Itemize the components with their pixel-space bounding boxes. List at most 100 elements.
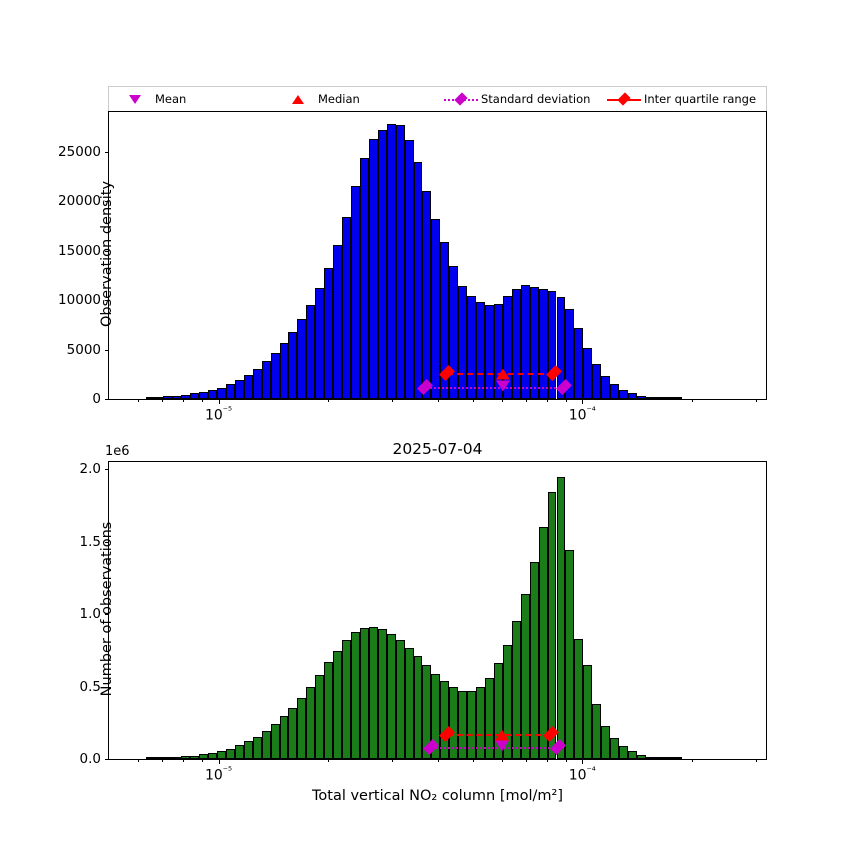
plot-area-bottom xyxy=(109,462,766,759)
histogram-bar xyxy=(395,640,405,759)
x-axis-major-tick xyxy=(218,759,220,764)
y-axis-tick xyxy=(104,686,109,688)
histogram-bar xyxy=(413,162,423,399)
histogram-bar xyxy=(413,655,423,759)
histogram-bar xyxy=(216,751,226,759)
histogram-bar xyxy=(297,318,307,399)
histogram-bar xyxy=(234,745,244,759)
histogram-bar xyxy=(386,123,396,399)
legend-label-inter-quartile-range: Inter quartile range xyxy=(643,92,757,106)
histogram-bar xyxy=(243,375,253,399)
y-axis-tick xyxy=(104,250,109,252)
histogram-bar xyxy=(252,369,262,399)
histogram-bar xyxy=(154,397,164,399)
histogram-bar xyxy=(493,304,503,399)
histogram-bar xyxy=(234,380,244,399)
histogram-bar xyxy=(279,342,289,399)
x-axis-minor-tick xyxy=(755,399,757,402)
plot-area-top xyxy=(109,112,766,399)
x-axis-tick-label: 10⁻⁴ xyxy=(568,406,596,424)
y-axis-tick-label: 5000 xyxy=(66,341,101,358)
standard-deviation-line xyxy=(425,386,564,389)
x-axis-minor-tick xyxy=(392,399,394,402)
histogram-bar xyxy=(368,138,378,399)
histogram-bar xyxy=(145,397,155,399)
histogram-bar xyxy=(476,302,485,399)
histogram-bar xyxy=(261,730,271,759)
histogram-bar xyxy=(359,627,369,759)
y-axis-tick xyxy=(104,614,109,616)
histogram-bar xyxy=(324,662,334,759)
histogram-bar xyxy=(181,394,191,399)
histogram-bar xyxy=(252,736,262,759)
triangle-up-marker-icon xyxy=(280,91,316,107)
histogram-bar xyxy=(529,561,539,759)
histogram-bar xyxy=(163,757,173,759)
histogram-bar xyxy=(574,638,584,759)
histogram-bar xyxy=(359,157,369,399)
x-axis-minor-tick xyxy=(565,399,567,402)
histogram-bar xyxy=(672,757,682,759)
y-axis-offset-text: 1e6 xyxy=(105,444,130,459)
histogram-bar xyxy=(511,621,521,759)
y-axis-tick xyxy=(104,151,109,153)
histogram-bar xyxy=(270,723,280,759)
y-axis-tick xyxy=(104,759,109,761)
histogram-bar xyxy=(592,364,602,399)
observation-density-chart: Observation density 0 5000 10000 15000 20000… xyxy=(58,111,767,424)
legend-entry-inter-quartile-range: Inter quartile range xyxy=(606,87,766,111)
x-axis-minor-tick xyxy=(201,759,203,762)
histogram-bar xyxy=(440,241,450,399)
histogram-bar xyxy=(619,746,628,759)
histogram-bar xyxy=(592,703,602,759)
x-axis-minor-tick xyxy=(201,399,203,402)
histogram-bar xyxy=(493,663,503,759)
x-axis-minor-tick xyxy=(137,759,139,762)
histogram-bar xyxy=(601,376,611,399)
histogram-bar xyxy=(216,387,226,399)
x-axis-minor-tick xyxy=(691,759,693,762)
histogram-bar xyxy=(511,289,521,399)
histogram-bar xyxy=(619,389,628,399)
histogram-bar xyxy=(574,327,584,399)
histogram-bar xyxy=(145,757,155,759)
y-axis-label-top: Observation density xyxy=(99,180,115,327)
histogram-bar xyxy=(315,288,325,399)
histogram-bar xyxy=(342,640,351,759)
histogram-bar xyxy=(377,129,387,399)
y-axis-tick xyxy=(104,399,109,401)
x-axis-minor-tick xyxy=(328,399,329,402)
histogram-bar xyxy=(520,285,530,399)
y-axis-tick-label: 10000 xyxy=(58,292,101,309)
histogram-bar xyxy=(395,124,405,399)
x-axis-tick-label: 10⁻⁴ xyxy=(568,766,596,784)
x-axis-minor-tick xyxy=(525,759,527,762)
histogram-bar xyxy=(431,673,441,759)
histogram-bar xyxy=(476,687,485,759)
histogram-bar xyxy=(351,186,360,399)
y-axis-tick-label: 0.0 xyxy=(79,751,101,767)
histogram-bar xyxy=(583,665,593,759)
y-axis-tick xyxy=(104,349,109,351)
histogram-bar xyxy=(172,757,182,759)
legend: Mean Median Standard deviation Inter qua… xyxy=(108,86,767,112)
histogram-bar xyxy=(645,397,655,399)
x-axis-minor-tick xyxy=(472,399,474,402)
histogram-bar xyxy=(154,757,164,759)
histogram-bar xyxy=(181,756,191,759)
histogram-bar xyxy=(422,664,432,759)
histogram-bar xyxy=(654,397,664,399)
histogram-bar xyxy=(440,681,450,759)
x-axis-minor-tick xyxy=(392,759,394,762)
histogram-bar xyxy=(645,756,655,759)
x-axis-minor-tick xyxy=(565,759,567,762)
y-axis-tick-label: 2.0 xyxy=(79,461,101,478)
legend-entry-standard-deviation: Standard deviation xyxy=(443,87,606,111)
histogram-bar xyxy=(199,392,209,399)
histogram-bar xyxy=(297,698,307,759)
legend-label-mean: Mean xyxy=(155,92,187,106)
histogram-bar xyxy=(333,650,343,759)
histogram-bar xyxy=(199,754,209,759)
histogram-bar xyxy=(610,738,620,759)
histogram-bar xyxy=(663,757,673,759)
